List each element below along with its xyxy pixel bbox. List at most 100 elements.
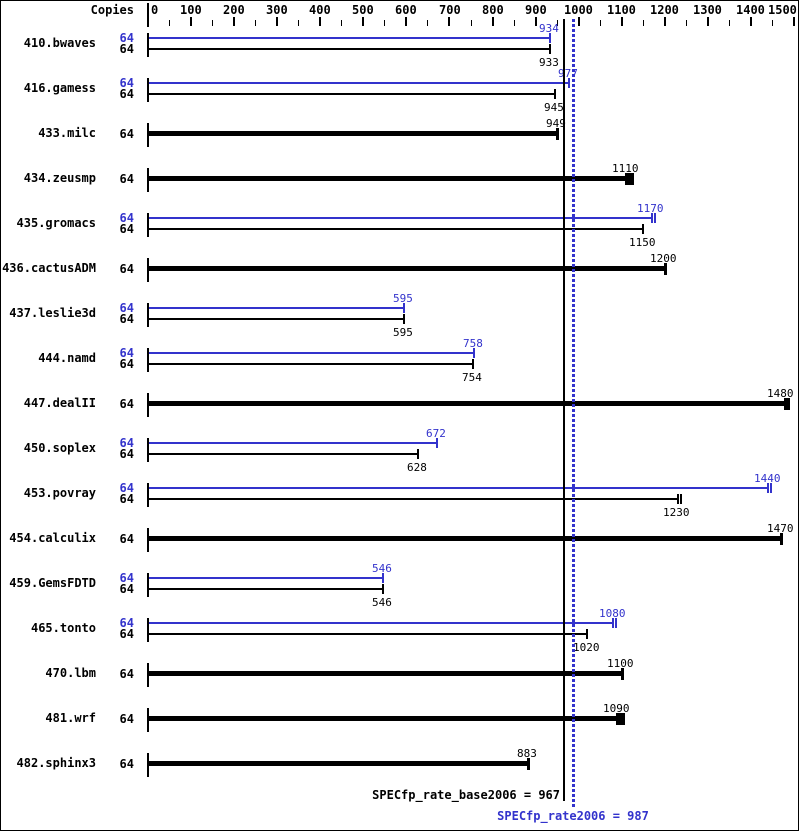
bar-value-label: 628: [407, 461, 427, 474]
benchmark-label: 454.calculix: [9, 531, 96, 545]
bar: [149, 622, 613, 624]
copies-value: 64: [119, 616, 134, 630]
benchmark-label: 434.zeusmp: [23, 171, 96, 185]
axis-tick-label: 1000: [564, 3, 593, 17]
benchmark-label: 447.dealII: [23, 396, 96, 410]
bar: [149, 633, 587, 635]
row-baseline: [147, 393, 149, 417]
bar-value-label: 1170: [637, 202, 664, 215]
axis-major-tick: [793, 17, 795, 26]
copies-value: 64: [119, 712, 134, 726]
run-tick: [549, 33, 551, 43]
run-tick: [436, 438, 438, 448]
axis-tick-label: 300: [266, 3, 288, 17]
run-tick: [615, 618, 617, 628]
copies-value: 64: [119, 76, 134, 90]
peak-mean-reference-line: [572, 19, 575, 808]
axis-tick-label: 100: [180, 3, 202, 17]
axis-minor-tick: [341, 20, 342, 26]
axis-tick-label: 1400: [736, 3, 765, 17]
axis-minor-tick: [384, 20, 385, 26]
benchmark-label: 465.tonto: [30, 621, 96, 635]
run-tick: [612, 618, 614, 628]
bar: [149, 716, 617, 721]
bar-value-label: 1150: [629, 236, 656, 249]
run-tick: [619, 713, 622, 725]
axis-tick-label: 1100: [607, 3, 636, 17]
axis-major-tick: [621, 17, 623, 26]
copies-value: 64: [119, 532, 134, 546]
bar-value-label: 1020: [573, 641, 600, 654]
bar-value-label: 754: [462, 371, 482, 384]
benchmark-label: 416.gamess: [23, 81, 96, 95]
bar-value-label: 1090: [603, 702, 630, 715]
bar-value-label: 546: [372, 596, 392, 609]
row-baseline: [147, 78, 149, 102]
run-tick: [472, 359, 474, 369]
bar-value-label: 1110: [612, 162, 639, 175]
copies-value: 64: [119, 42, 134, 56]
copies-value: 64: [119, 301, 134, 315]
copies-value: 64: [119, 346, 134, 360]
run-tick: [527, 758, 530, 770]
run-tick: [382, 584, 384, 594]
axis-major-tick: [448, 17, 450, 26]
copies-value: 64: [119, 31, 134, 45]
bar-value-label: 945: [544, 101, 564, 114]
run-tick: [664, 263, 667, 275]
axis-minor-tick: [427, 20, 428, 26]
run-tick: [680, 494, 682, 504]
run-tick: [382, 573, 384, 583]
bar: [149, 761, 528, 766]
benchmark-label: 453.povray: [23, 486, 96, 500]
row-baseline: [147, 753, 149, 777]
axis-tick-label: 500: [352, 3, 374, 17]
benchmark-label: 470.lbm: [45, 666, 96, 680]
run-tick: [642, 224, 644, 234]
axis-minor-tick: [298, 20, 299, 26]
copies-value: 64: [119, 582, 134, 596]
row-baseline: [147, 33, 149, 57]
peak-summary-text: SPECfp_rate2006 = 987: [497, 809, 649, 823]
run-tick: [654, 213, 656, 223]
axis-minor-tick: [729, 20, 730, 26]
copies-value: 64: [119, 222, 134, 236]
bar: [149, 577, 383, 579]
copies-value: 64: [119, 211, 134, 225]
copies-value: 64: [119, 357, 134, 371]
copies-value: 64: [119, 312, 134, 326]
run-tick: [403, 303, 405, 313]
bar-value-label: 758: [463, 337, 483, 350]
bar-value-label: 1480: [767, 387, 794, 400]
bar: [149, 266, 665, 271]
axis-major-tick: [535, 17, 537, 26]
bar-value-label: 1100: [607, 657, 634, 670]
axis-major-tick: [233, 17, 235, 26]
row-baseline: [147, 528, 149, 552]
copies-value: 64: [119, 571, 134, 585]
bar: [149, 536, 781, 541]
bar: [149, 37, 550, 39]
run-tick: [625, 173, 628, 185]
run-tick: [767, 483, 769, 493]
axis-tick-label: 700: [439, 3, 461, 17]
bar: [149, 228, 643, 230]
run-tick: [549, 44, 551, 54]
bar: [149, 588, 383, 590]
axis-minor-tick: [255, 20, 256, 26]
row-baseline: [147, 663, 149, 687]
axis-minor-tick: [212, 20, 213, 26]
bar-value-label: 949: [546, 117, 566, 130]
row-baseline: [147, 303, 149, 327]
copies-value: 64: [119, 436, 134, 450]
axis-minor-tick: [514, 20, 515, 26]
bar-value-label: 1470: [767, 522, 794, 535]
axis-major-tick: [276, 17, 278, 26]
row-baseline: [147, 708, 149, 732]
copies-value: 64: [119, 87, 134, 101]
axis-major-tick: [362, 17, 364, 26]
bar-value-label: 1200: [650, 252, 677, 265]
row-baseline: [147, 618, 149, 642]
bar-value-label: 1230: [663, 506, 690, 519]
